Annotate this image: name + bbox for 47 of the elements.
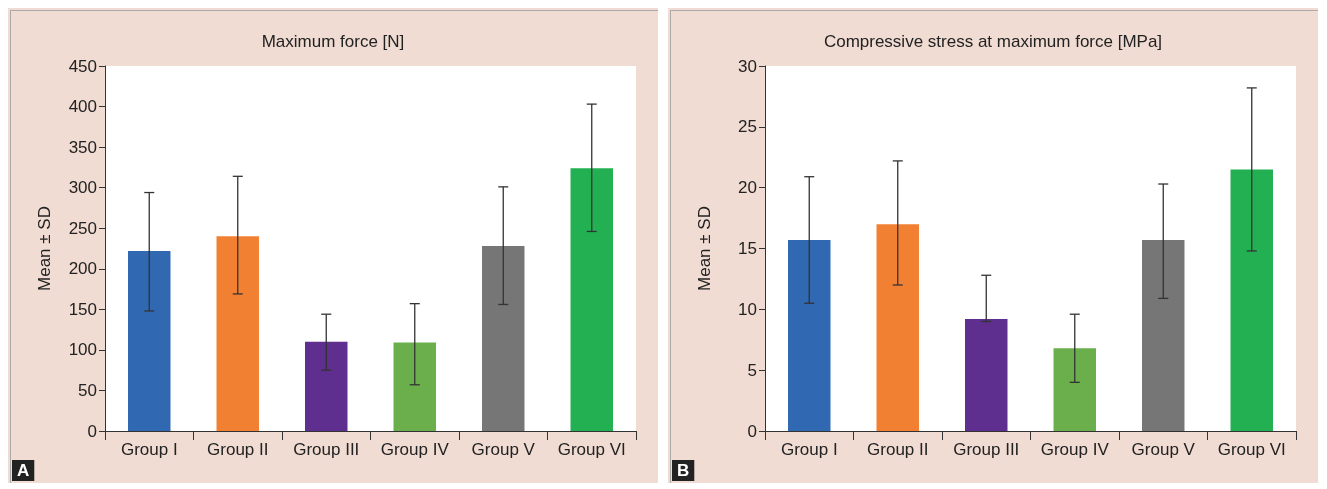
bar — [128, 250, 171, 431]
y-tick-label: 20 — [738, 178, 757, 198]
bar — [305, 341, 348, 431]
x-tick-label: Group VI — [557, 440, 626, 459]
bar — [788, 239, 831, 431]
y-tick-label: 200 — [68, 259, 97, 279]
bar — [482, 246, 525, 431]
text: A — [17, 461, 30, 480]
chart-title: Compressive stress at maximum force [MPa] — [823, 32, 1163, 51]
y-axis-title: Mean ± SD — [695, 206, 714, 291]
x-tick-label: Group III — [293, 440, 360, 459]
x-tick-label: Group III — [953, 440, 1020, 459]
bar — [1053, 348, 1096, 431]
x-tick-label: Group IV — [380, 440, 450, 459]
text: B — [677, 461, 690, 480]
y-tick-label: 0 — [747, 421, 757, 441]
bar — [216, 236, 259, 431]
x-tick-label: Group V — [1131, 440, 1196, 459]
x-tick-label: Group II — [867, 440, 929, 459]
x-tick-label: Group VI — [1217, 440, 1286, 459]
x-tick-label: Group I — [780, 440, 838, 459]
bar — [570, 168, 613, 431]
y-tick-label: 250 — [68, 218, 97, 238]
y-tick-label: 0 — [87, 421, 97, 441]
x-tick-label: Group V — [471, 440, 536, 459]
bar — [1142, 239, 1185, 431]
y-tick-label: 300 — [68, 178, 97, 198]
bar — [393, 342, 436, 431]
bar — [876, 224, 919, 431]
x-tick-label: Group IV — [1040, 440, 1110, 459]
y-tick-label: 10 — [738, 299, 757, 319]
y-tick-label: 350 — [68, 137, 97, 157]
x-tick-label: Group II — [207, 440, 269, 459]
bar — [1230, 169, 1273, 431]
y-tick-label: 25 — [738, 117, 757, 137]
y-tick-label: 30 — [738, 56, 757, 76]
y-axis-title: Mean ± SD — [35, 206, 54, 291]
chart-title: Maximum force [N] — [261, 32, 405, 51]
x-tick-label: Group I — [120, 440, 178, 459]
y-tick-label: 100 — [68, 340, 97, 360]
y-tick-label: 450 — [68, 56, 97, 76]
y-tick-label: 400 — [68, 97, 97, 117]
bar — [965, 319, 1008, 431]
y-tick-label: 5 — [747, 360, 757, 380]
y-tick-label: 50 — [78, 380, 97, 400]
y-tick-label: 150 — [68, 299, 97, 319]
y-tick-label: 15 — [738, 239, 757, 258]
